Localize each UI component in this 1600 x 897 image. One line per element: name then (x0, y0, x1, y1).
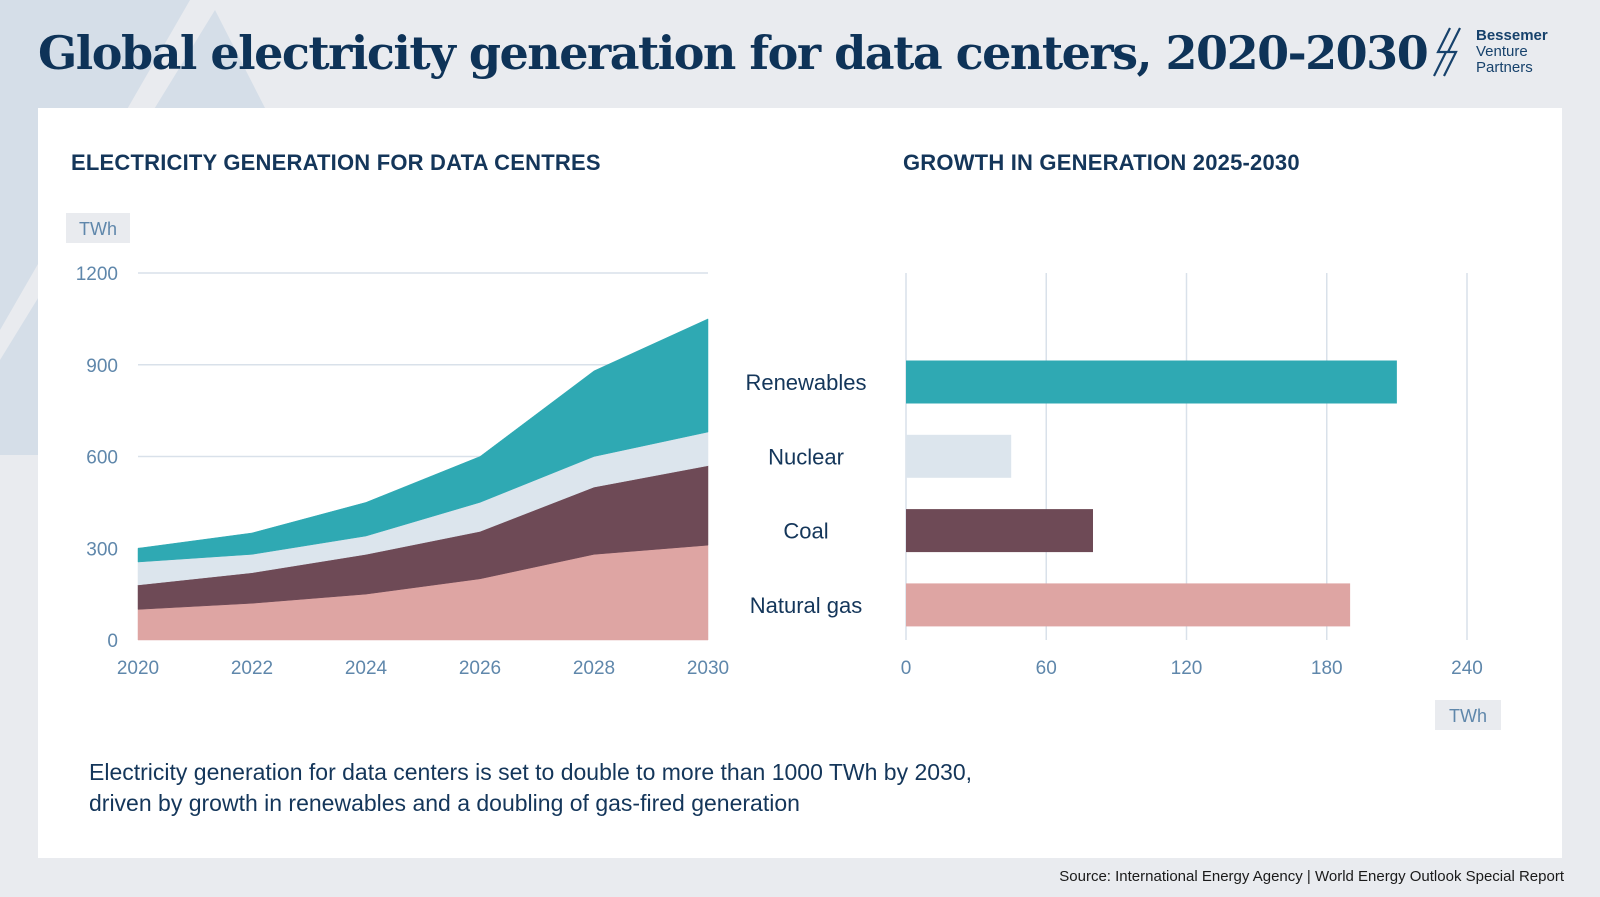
y-axis-label: TWh (79, 219, 117, 239)
bar-series-group (906, 360, 1397, 627)
bar-chart: GROWTH IN GENERATION 2025-2030 Renewable… (745, 150, 1501, 730)
bar-category-label: Renewables (745, 370, 866, 395)
area-x-tick-label: 2020 (117, 658, 159, 679)
logo-mark-icon (1433, 27, 1461, 77)
x-axis-label: TWh (1449, 706, 1487, 726)
logo-line-1: Bessemer (1476, 27, 1548, 44)
logo-line-3: Partners (1476, 59, 1533, 76)
logo-line-2: Venture (1476, 43, 1528, 60)
area-x-tick-label: 2028 (573, 658, 615, 679)
bar-x-tick-label: 120 (1171, 658, 1203, 679)
caption-line-1: Electricity generation for data centers … (89, 759, 973, 785)
area-x-tick-label: 2024 (345, 658, 388, 679)
bar-x-tick-label: 240 (1451, 658, 1483, 679)
area-y-tick-label: 600 (86, 448, 118, 469)
area-x-ticks: 2020 2022 2024 2026 2028 2030 (117, 658, 729, 679)
bar-category-labels: Renewables Nuclear Coal Natural gas (745, 370, 866, 618)
charts-canvas: ELECTRICITY GENERATION FOR DATA CENTRES … (66, 150, 1501, 730)
bar-x-tick-label: 60 (1036, 658, 1057, 679)
bar-chart-title: GROWTH IN GENERATION 2025-2030 (903, 150, 1300, 175)
chart-caption: Electricity generation for data centers … (89, 757, 1189, 819)
caption-line-2: driven by growth in renewables and a dou… (89, 790, 800, 816)
bar-category-label: Coal (783, 519, 828, 544)
area-x-tick-label: 2030 (687, 658, 729, 679)
area-x-tick-label: 2026 (459, 658, 501, 679)
area-y-tick-label: 900 (86, 356, 118, 377)
page-title: Global electricity generation for data c… (38, 26, 1429, 80)
area-y-tick-label: 1200 (76, 264, 118, 285)
area-y-tick-label: 300 (86, 539, 118, 560)
y-unit-badge (66, 213, 130, 243)
bar-renewables (906, 360, 1397, 404)
bar-natural-gas (906, 583, 1351, 627)
area-chart: ELECTRICITY GENERATION FOR DATA CENTRES … (66, 150, 729, 679)
bar-nuclear (906, 434, 1012, 478)
bar-x-tick-label: 0 (901, 658, 912, 679)
source-note: Source: International Energy Agency | Wo… (1059, 868, 1564, 885)
x-unit-badge (1435, 700, 1501, 730)
area-series-group (137, 318, 709, 641)
bar-coal (906, 509, 1093, 553)
bessemer-logo: Bessemer Venture Partners (1430, 24, 1570, 84)
bar-x-tick-label: 180 (1311, 658, 1343, 679)
area-y-ticks: 0 300 600 900 1200 (76, 264, 118, 652)
bar-x-ticks: 0 60 120 180 240 (901, 658, 1483, 679)
bar-category-label: Nuclear (768, 444, 844, 469)
area-y-tick-label: 0 (107, 631, 118, 652)
area-series-renewables (137, 318, 709, 563)
bar-category-label: Natural gas (750, 593, 863, 618)
area-chart-title: ELECTRICITY GENERATION FOR DATA CENTRES (71, 150, 601, 175)
content-card: ELECTRICITY GENERATION FOR DATA CENTRES … (38, 108, 1562, 858)
area-x-tick-label: 2022 (231, 658, 273, 679)
